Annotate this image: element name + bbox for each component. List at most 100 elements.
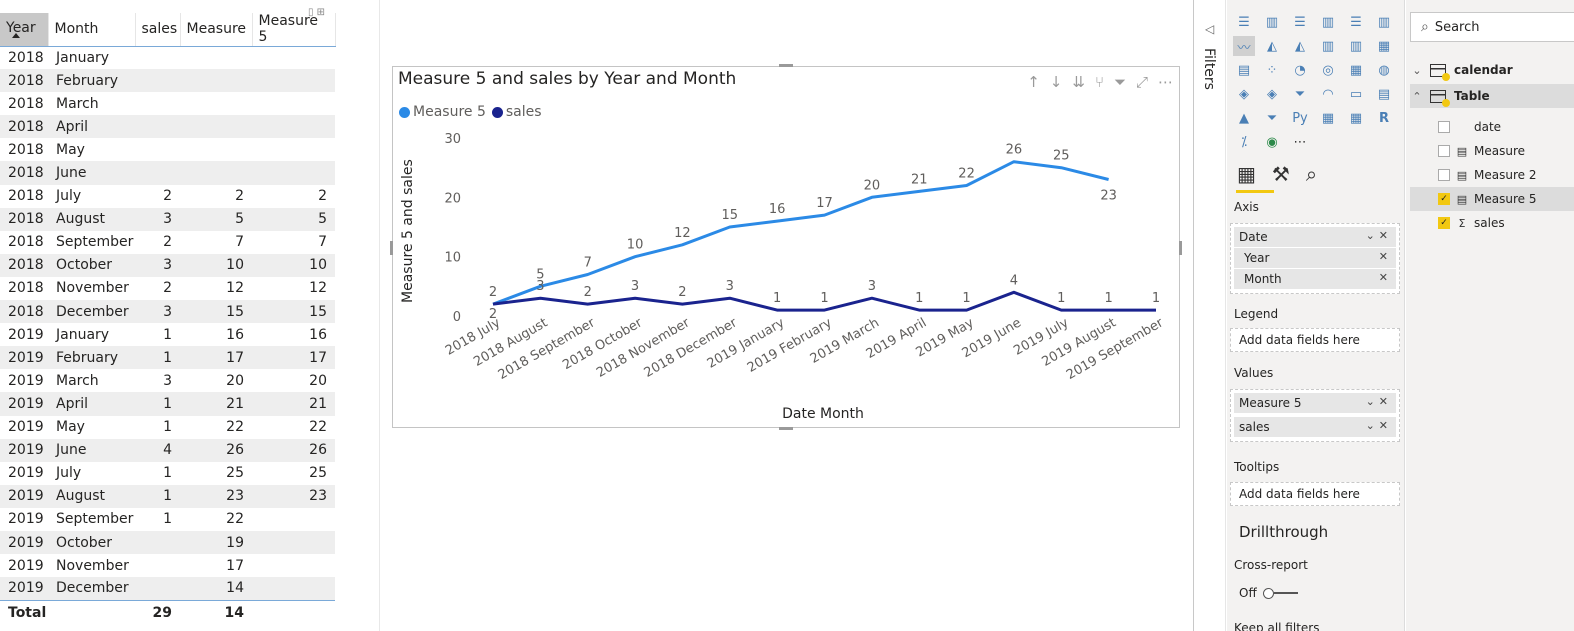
more-visuals-icon[interactable]: ⋯ [1293, 134, 1307, 150]
fields-search-box[interactable]: ⌕ Search [1410, 12, 1574, 42]
table-row[interactable]: 2019 April 1 21 21 [0, 392, 335, 416]
legend-well[interactable]: Add data fields here [1230, 328, 1400, 352]
stacked-bar-chart-icon[interactable]: ☰ [1238, 14, 1250, 30]
resize-handle[interactable] [390, 241, 393, 255]
next-level-icon[interactable]: ⇊ [1072, 73, 1085, 91]
pie-chart-icon[interactable]: ◔ [1294, 62, 1306, 78]
tooltips-drop-placeholder[interactable]: Add data fields here [1239, 487, 1360, 501]
table-row[interactable]: 2018 January [0, 46, 335, 69]
table-row[interactable]: 2018 May [0, 138, 335, 161]
axis-subfield-pill[interactable]: Month ✕ [1234, 269, 1396, 289]
table-row[interactable]: 2019 July 1 25 25 [0, 462, 335, 485]
card-icon[interactable]: ▭ [1349, 86, 1363, 102]
field-item-measure-5[interactable]: ✓ ▤ Measure 5 [1410, 187, 1574, 211]
r-visual-icon[interactable]: R [1378, 110, 1389, 126]
table-row[interactable]: 2019 February 1 17 17 [0, 346, 335, 370]
resize-handle[interactable] [779, 64, 793, 67]
filled-map-icon[interactable]: ◈ [1239, 86, 1249, 102]
remove-icon[interactable]: ✕ [1378, 250, 1392, 263]
slicer-icon[interactable]: ⏷ [1266, 110, 1278, 126]
table-row[interactable]: 2019 May 1 22 22 [0, 416, 335, 439]
key-influencers-icon[interactable]: ⁒ [1241, 134, 1247, 150]
legend-item[interactable]: sales [491, 104, 542, 120]
scatter-chart-icon[interactable]: ⁘ [1266, 62, 1278, 78]
field-checkbox[interactable] [1438, 145, 1450, 157]
map-icon[interactable]: ◍ [1378, 62, 1390, 78]
field-item-date[interactable]: date [1410, 115, 1574, 139]
filter-icon[interactable]: ⏷ [1113, 73, 1126, 91]
line-and-column-chart-icon[interactable]: ▥ [1321, 38, 1335, 54]
resize-handle[interactable] [1179, 241, 1182, 255]
focus-mode-icon[interactable]: ⤢ [1135, 73, 1148, 91]
drill-down-icon[interactable]: ↓ [1049, 73, 1063, 91]
kpi-icon[interactable]: ▲ [1239, 110, 1249, 126]
table-visual[interactable]: ▯ ⊞ Year Month sales Measure Measure 5 2… [0, 7, 336, 625]
clustered-bar-chart-icon[interactable]: ☰ [1294, 14, 1306, 30]
table-visual-header-icons[interactable]: ▯ ⊞ [308, 7, 326, 18]
100-stacked-column-chart-icon[interactable]: ▥ [1377, 14, 1391, 30]
format-paint-roller-icon[interactable]: ⚒ [1271, 162, 1290, 186]
values-well[interactable]: Measure 5 ⌄✕ sales ⌄✕ [1230, 389, 1400, 442]
field-item-sales[interactable]: ✓ Σ sales [1410, 211, 1574, 235]
axis-subfield-pill[interactable]: Year ✕ [1234, 248, 1396, 268]
line-chart-icon[interactable]: 〰 [1233, 36, 1255, 56]
field-checkbox-checked[interactable]: ✓ [1438, 193, 1450, 205]
chevron-up-icon[interactable]: ⌃ [1412, 89, 1422, 103]
column-header-measure-5[interactable]: Measure 5 [252, 13, 336, 47]
shape-map-icon[interactable]: ◈ [1267, 86, 1277, 102]
field-item-measure-2[interactable]: ▤ Measure 2 [1410, 163, 1574, 187]
field-checkbox-checked[interactable]: ✓ [1438, 217, 1450, 229]
table-row[interactable]: 2018 July 2 2 2 [0, 185, 335, 208]
stacked-column-chart-icon[interactable]: ▥ [1265, 14, 1279, 30]
column-header-month[interactable]: Month [48, 13, 136, 47]
collapse-arrow-icon[interactable]: ◁ [1205, 22, 1215, 36]
table-row[interactable]: 2019 August 1 23 23 [0, 484, 335, 508]
area-chart-icon[interactable]: ◭ [1267, 38, 1277, 54]
table-row[interactable]: 2019 November 17 [0, 554, 335, 577]
expand-remove-icons[interactable]: ⌄✕ [1365, 419, 1392, 432]
cross-report-toggle[interactable]: Off [1239, 586, 1298, 600]
expand-remove-icons[interactable]: ⌄✕ [1365, 395, 1392, 408]
tooltips-well[interactable]: Add data fields here [1230, 482, 1400, 506]
analytics-magnifier-icon[interactable]: ⌕ [1305, 162, 1318, 186]
chevron-down-icon[interactable]: ⌄ [1412, 63, 1422, 77]
column-header-measure[interactable]: Measure [180, 13, 253, 47]
table-row[interactable]: 2018 April [0, 115, 335, 139]
values-field-pill[interactable]: Measure 5 ⌄✕ [1234, 393, 1396, 413]
values-field-pill[interactable]: sales ⌄✕ [1234, 417, 1396, 437]
column-header-year[interactable]: Year [0, 13, 49, 47]
arcgis-map-icon[interactable]: ◉ [1266, 134, 1278, 150]
gauge-icon[interactable]: ◠ [1322, 86, 1334, 102]
line-chart-visual[interactable]: Measure 5 and sales by Year and Month ↑ … [390, 64, 1182, 430]
line-and-clustered-column-chart-icon[interactable]: ▥ [1349, 38, 1363, 54]
drill-up-icon[interactable]: ↑ [1027, 73, 1040, 91]
table-icon[interactable]: ▦ [1321, 110, 1335, 126]
table-row[interactable]: 2019 June 4 26 26 [0, 438, 335, 462]
table-row[interactable]: 2018 March [0, 92, 335, 115]
donut-chart-icon[interactable]: ◎ [1322, 62, 1334, 78]
clustered-column-chart-icon[interactable]: ▥ [1321, 14, 1335, 30]
table-node-table[interactable]: ⌃ Table [1410, 84, 1574, 108]
table-row[interactable]: 2018 February [0, 69, 335, 93]
more-options-icon[interactable]: ⋯ [1158, 73, 1173, 91]
table-row[interactable]: 2019 October 19 [0, 530, 335, 555]
filters-pane[interactable]: ◁ Filters [1193, 0, 1226, 631]
axis-well[interactable]: Date ⌄✕ Year ✕ Month ✕ [1230, 223, 1400, 294]
fields-tab-icon[interactable]: ▦ [1237, 162, 1256, 186]
table-row[interactable]: 2018 November 2 12 12 [0, 277, 335, 300]
table-node-calendar[interactable]: ⌄ calendar [1410, 58, 1574, 82]
table-row[interactable]: 2019 March 3 20 20 [0, 369, 335, 392]
resize-handle[interactable] [779, 427, 793, 430]
ribbon-chart-icon[interactable]: ▦ [1377, 38, 1391, 54]
table-row[interactable]: 2019 December 14 [0, 577, 335, 601]
legend-item[interactable]: Measure 5 [399, 104, 486, 120]
field-item-measure[interactable]: ▤ Measure [1410, 139, 1574, 163]
treemap-icon[interactable]: ▦ [1349, 62, 1363, 78]
table-row[interactable]: 2019 January 1 16 16 [0, 323, 335, 346]
field-checkbox[interactable] [1438, 169, 1450, 181]
multi-row-card-icon[interactable]: ▤ [1377, 86, 1391, 102]
expand-remove-icons[interactable]: ⌄✕ [1365, 229, 1392, 242]
waterfall-chart-icon[interactable]: ▤ [1237, 62, 1251, 78]
100-stacked-bar-chart-icon[interactable]: ☰ [1350, 14, 1362, 30]
stacked-area-chart-icon[interactable]: ◭ [1295, 38, 1305, 54]
